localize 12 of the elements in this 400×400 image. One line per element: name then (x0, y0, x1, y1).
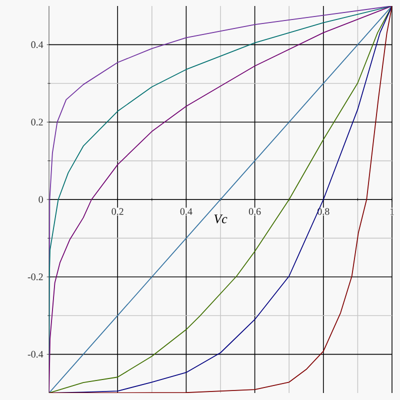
x-tick-label: 0.4 (180, 208, 192, 215)
x-tick-label: 1 (390, 208, 394, 215)
line-series (49, 6, 392, 393)
x-axis-title: Vc (214, 214, 228, 224)
y-tick-label: 0.2 (31, 118, 43, 126)
y-tick-label: 0.4 (31, 41, 44, 48)
y-tick-label: -0.2 (28, 274, 43, 280)
x-tick-label: 0.2 (112, 208, 124, 215)
y-tick-label: -0.4 (28, 350, 44, 358)
y-tick-label: 0 (38, 196, 43, 203)
x-tick-label: 0.8 (318, 208, 330, 215)
x-tick-label: 0.6 (248, 208, 261, 215)
